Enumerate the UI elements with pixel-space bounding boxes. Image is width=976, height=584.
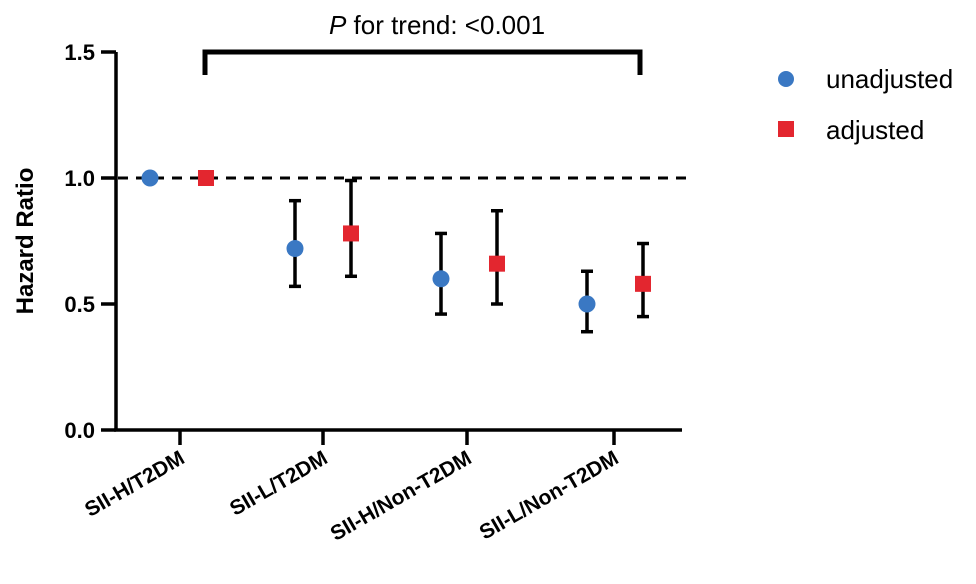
point-adjusted — [635, 275, 651, 292]
legend-label-unadjusted: unadjusted — [826, 64, 953, 94]
x-tick-label: SII-L/Non-T2DM — [476, 446, 623, 544]
point-unadjusted — [432, 270, 450, 288]
point-adjusted — [198, 170, 214, 186]
y-tick-label: 0.5 — [64, 292, 95, 317]
trend-bracket — [202, 49, 643, 75]
y-tick-label: 0.0 — [64, 418, 95, 443]
legend-label-adjusted: adjusted — [826, 115, 924, 145]
y-axis-title: Hazard Ratio — [12, 168, 39, 315]
x-tick-label: SII-H/Non-T2DM — [327, 446, 476, 545]
y-ticks: 0.0 0.5 1.0 1.5 — [64, 40, 116, 443]
point-unadjusted — [578, 295, 596, 313]
point-adjusted — [343, 225, 359, 242]
point-unadjusted — [286, 240, 304, 258]
point-adjusted — [489, 255, 505, 272]
x-tick-label: SII-L/T2DM — [226, 446, 331, 520]
point-unadjusted — [141, 169, 159, 187]
trend-p-symbol: P — [329, 10, 347, 40]
trend-text: for trend: <0.001 — [346, 10, 545, 40]
x-tick-label: SII-H/T2DM — [81, 446, 188, 521]
legend: unadjusted adjusted — [778, 64, 953, 145]
legend-marker-unadjusted — [778, 71, 794, 87]
data-marks — [141, 169, 651, 334]
legend-marker-adjusted — [778, 121, 794, 137]
y-tick-label: 1.5 — [64, 40, 95, 65]
y-tick-label: 1.0 — [64, 166, 95, 191]
trend-annotation: P for trend: <0.001 — [329, 10, 545, 40]
